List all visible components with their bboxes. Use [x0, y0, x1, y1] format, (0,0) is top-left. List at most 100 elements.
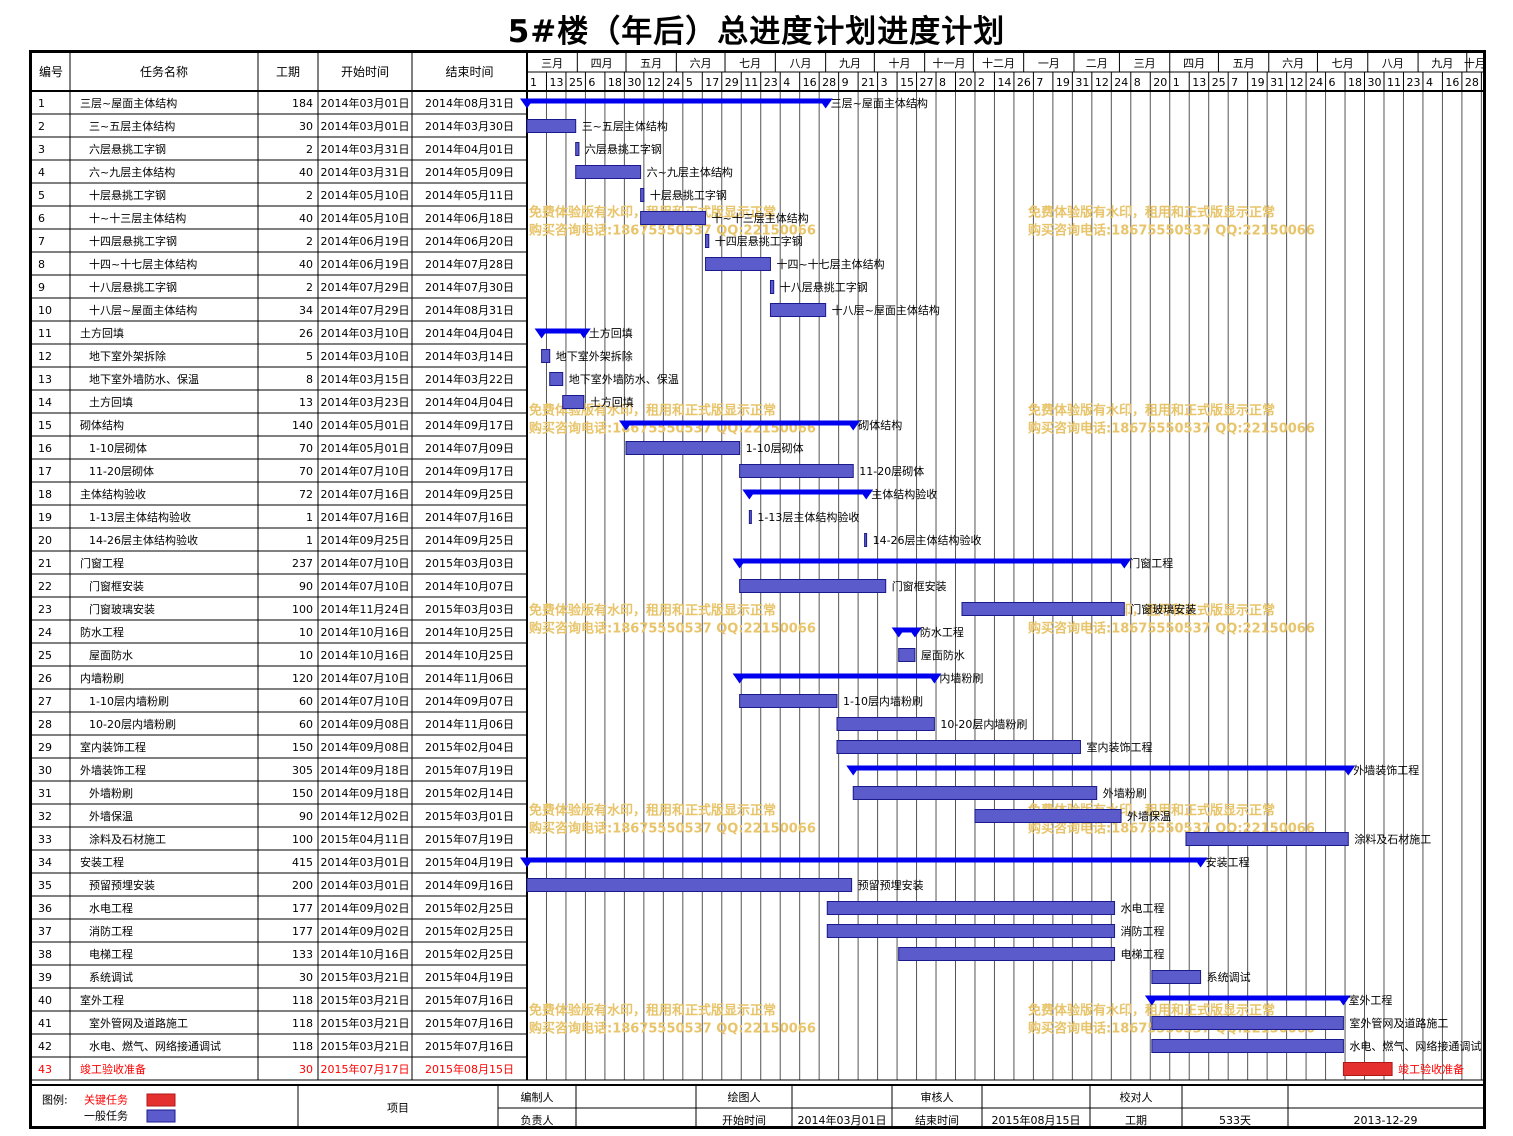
task-end: 2014年07月16日	[425, 510, 514, 524]
summary-bar-start-cap	[619, 420, 634, 431]
task-bar	[575, 142, 580, 156]
task-end: 2015年03月03日	[425, 602, 514, 616]
bar-label: 外墙粉刷	[1103, 786, 1147, 800]
bar-label: 系统调试	[1207, 971, 1251, 984]
task-start: 2014年07月10日	[321, 671, 410, 685]
task-start: 2014年12月02日	[321, 809, 410, 823]
task-duration: 1	[306, 534, 313, 547]
task-duration: 415	[292, 856, 313, 869]
task-start: 2014年11月24日	[321, 602, 410, 616]
day-tick-label: 21	[861, 76, 875, 89]
task-end: 2014年08月31日	[425, 303, 514, 317]
watermark-line: 免费体验版有水印，租用和正式版显示正常	[529, 603, 776, 619]
task-start: 2014年09月08日	[321, 717, 410, 731]
watermark-line: 购买咨询电话:18675550537 QQ:22150066	[1028, 621, 1315, 637]
task-duration: 120	[292, 672, 313, 685]
task-duration: 90	[299, 810, 313, 823]
day-tick-label: 24	[1114, 76, 1128, 89]
task-id: 25	[38, 649, 52, 662]
task-id: 33	[38, 833, 52, 846]
day-tick-label: 1	[530, 76, 537, 89]
month-label: 七月	[739, 57, 761, 70]
task-name: 六~九层主体结构	[89, 165, 175, 179]
task-bar	[898, 648, 916, 662]
task-duration: 184	[292, 97, 313, 110]
task-bar	[640, 211, 707, 225]
summary-bar-end-cap	[1341, 765, 1356, 776]
month-label: 八月	[789, 57, 811, 70]
task-end: 2015年03月01日	[425, 809, 514, 823]
task-end: 2014年06月18日	[425, 211, 514, 225]
day-tick-label: 19	[1251, 76, 1265, 89]
summary-bar	[739, 558, 1125, 564]
summary-bar-start-cap	[742, 489, 757, 500]
watermark-line: 购买咨询电话:18675550537 QQ:22150066	[529, 223, 816, 239]
task-bar	[864, 533, 868, 547]
watermark-line: 购买咨询电话:18675550537 QQ:22150066	[529, 1021, 816, 1037]
bar-label: 竣工验收准备	[1398, 1062, 1464, 1076]
task-start: 2014年10月16日	[321, 947, 410, 961]
bar-label: 外墙保温	[1127, 809, 1171, 823]
watermark-line: 购买咨询电话:18675550537 QQ:22150066	[529, 821, 816, 837]
task-name: 十八层悬挑工字钢	[89, 280, 177, 294]
summary-bar-end-cap	[927, 673, 942, 684]
bar-label: 三层~屋面主体结构	[831, 96, 928, 110]
day-tick-label: 23	[1406, 76, 1420, 89]
task-duration: 200	[292, 879, 313, 892]
bar-label: 砌体结构	[858, 418, 902, 432]
bar-label: 地下室外墙防水、保温	[569, 372, 679, 386]
task-duration: 13	[299, 396, 313, 409]
footer-start-label: 开始时间	[722, 1113, 766, 1126]
task-end: 2014年09月16日	[425, 878, 514, 892]
task-duration: 26	[299, 327, 313, 340]
day-tick-label: 5	[686, 76, 693, 89]
month-label: 七月	[1332, 57, 1354, 70]
month-label: 八月	[1382, 57, 1404, 70]
task-start: 2014年03月23日	[321, 395, 410, 409]
month-label: 四月	[1183, 57, 1205, 70]
task-id: 39	[38, 971, 52, 984]
task-id: 38	[38, 948, 52, 961]
task-id: 1	[38, 97, 45, 110]
bar-label: 室外管网及道路施工	[1349, 1016, 1448, 1030]
footer-project-label: 项目	[387, 1102, 409, 1115]
summary-bar	[527, 857, 1201, 863]
month-label: 三月	[1134, 57, 1156, 70]
task-start: 2014年07月10日	[321, 579, 410, 593]
task-id: 36	[38, 902, 52, 915]
day-tick-label: 19	[1056, 76, 1070, 89]
summary-bar-end-cap	[1193, 857, 1208, 868]
bar-label: 消防工程	[1121, 924, 1165, 938]
watermark-line: 免费体验版有水印，租用和正式版显示正常	[529, 403, 776, 419]
summary-bar-start-cap	[732, 558, 747, 569]
task-start: 2015年03月21日	[321, 993, 410, 1007]
task-name: 系统调试	[89, 971, 133, 984]
legend-critical-swatch	[146, 1093, 176, 1107]
task-end: 2015年07月19日	[425, 763, 514, 777]
day-tick-label: 28	[822, 76, 836, 89]
task-name: 土方回填	[89, 395, 133, 409]
footer-start-value: 2014年03月01日	[798, 1113, 887, 1126]
task-start: 2014年07月10日	[321, 464, 410, 478]
task-bar	[836, 717, 935, 731]
task-id: 4	[38, 166, 45, 179]
footer-end-label: 结束时间	[915, 1114, 959, 1126]
bar-label: 土方回填	[590, 395, 634, 409]
task-end: 2014年11月06日	[425, 671, 514, 685]
task-duration: 8	[306, 373, 313, 386]
task-start: 2014年07月16日	[321, 510, 410, 524]
task-end: 2014年09月07日	[425, 694, 514, 708]
task-id: 3	[38, 143, 45, 156]
watermark-line: 免费体验版有水印，租用和正式版显示正常	[1028, 205, 1275, 221]
task-bar	[575, 165, 642, 179]
summary-bar	[898, 627, 915, 633]
task-name: 内墙粉刷	[80, 671, 124, 685]
task-bar	[961, 602, 1125, 616]
day-tick-label: 12	[1095, 76, 1109, 89]
task-id: 18	[38, 488, 52, 501]
task-name: 三层~屋面主体结构	[80, 96, 177, 110]
task-id: 14	[38, 396, 52, 409]
task-name: 竣工验收准备	[80, 1062, 146, 1076]
summary-bar-end-cap	[1117, 558, 1132, 569]
task-id: 5	[38, 189, 45, 202]
